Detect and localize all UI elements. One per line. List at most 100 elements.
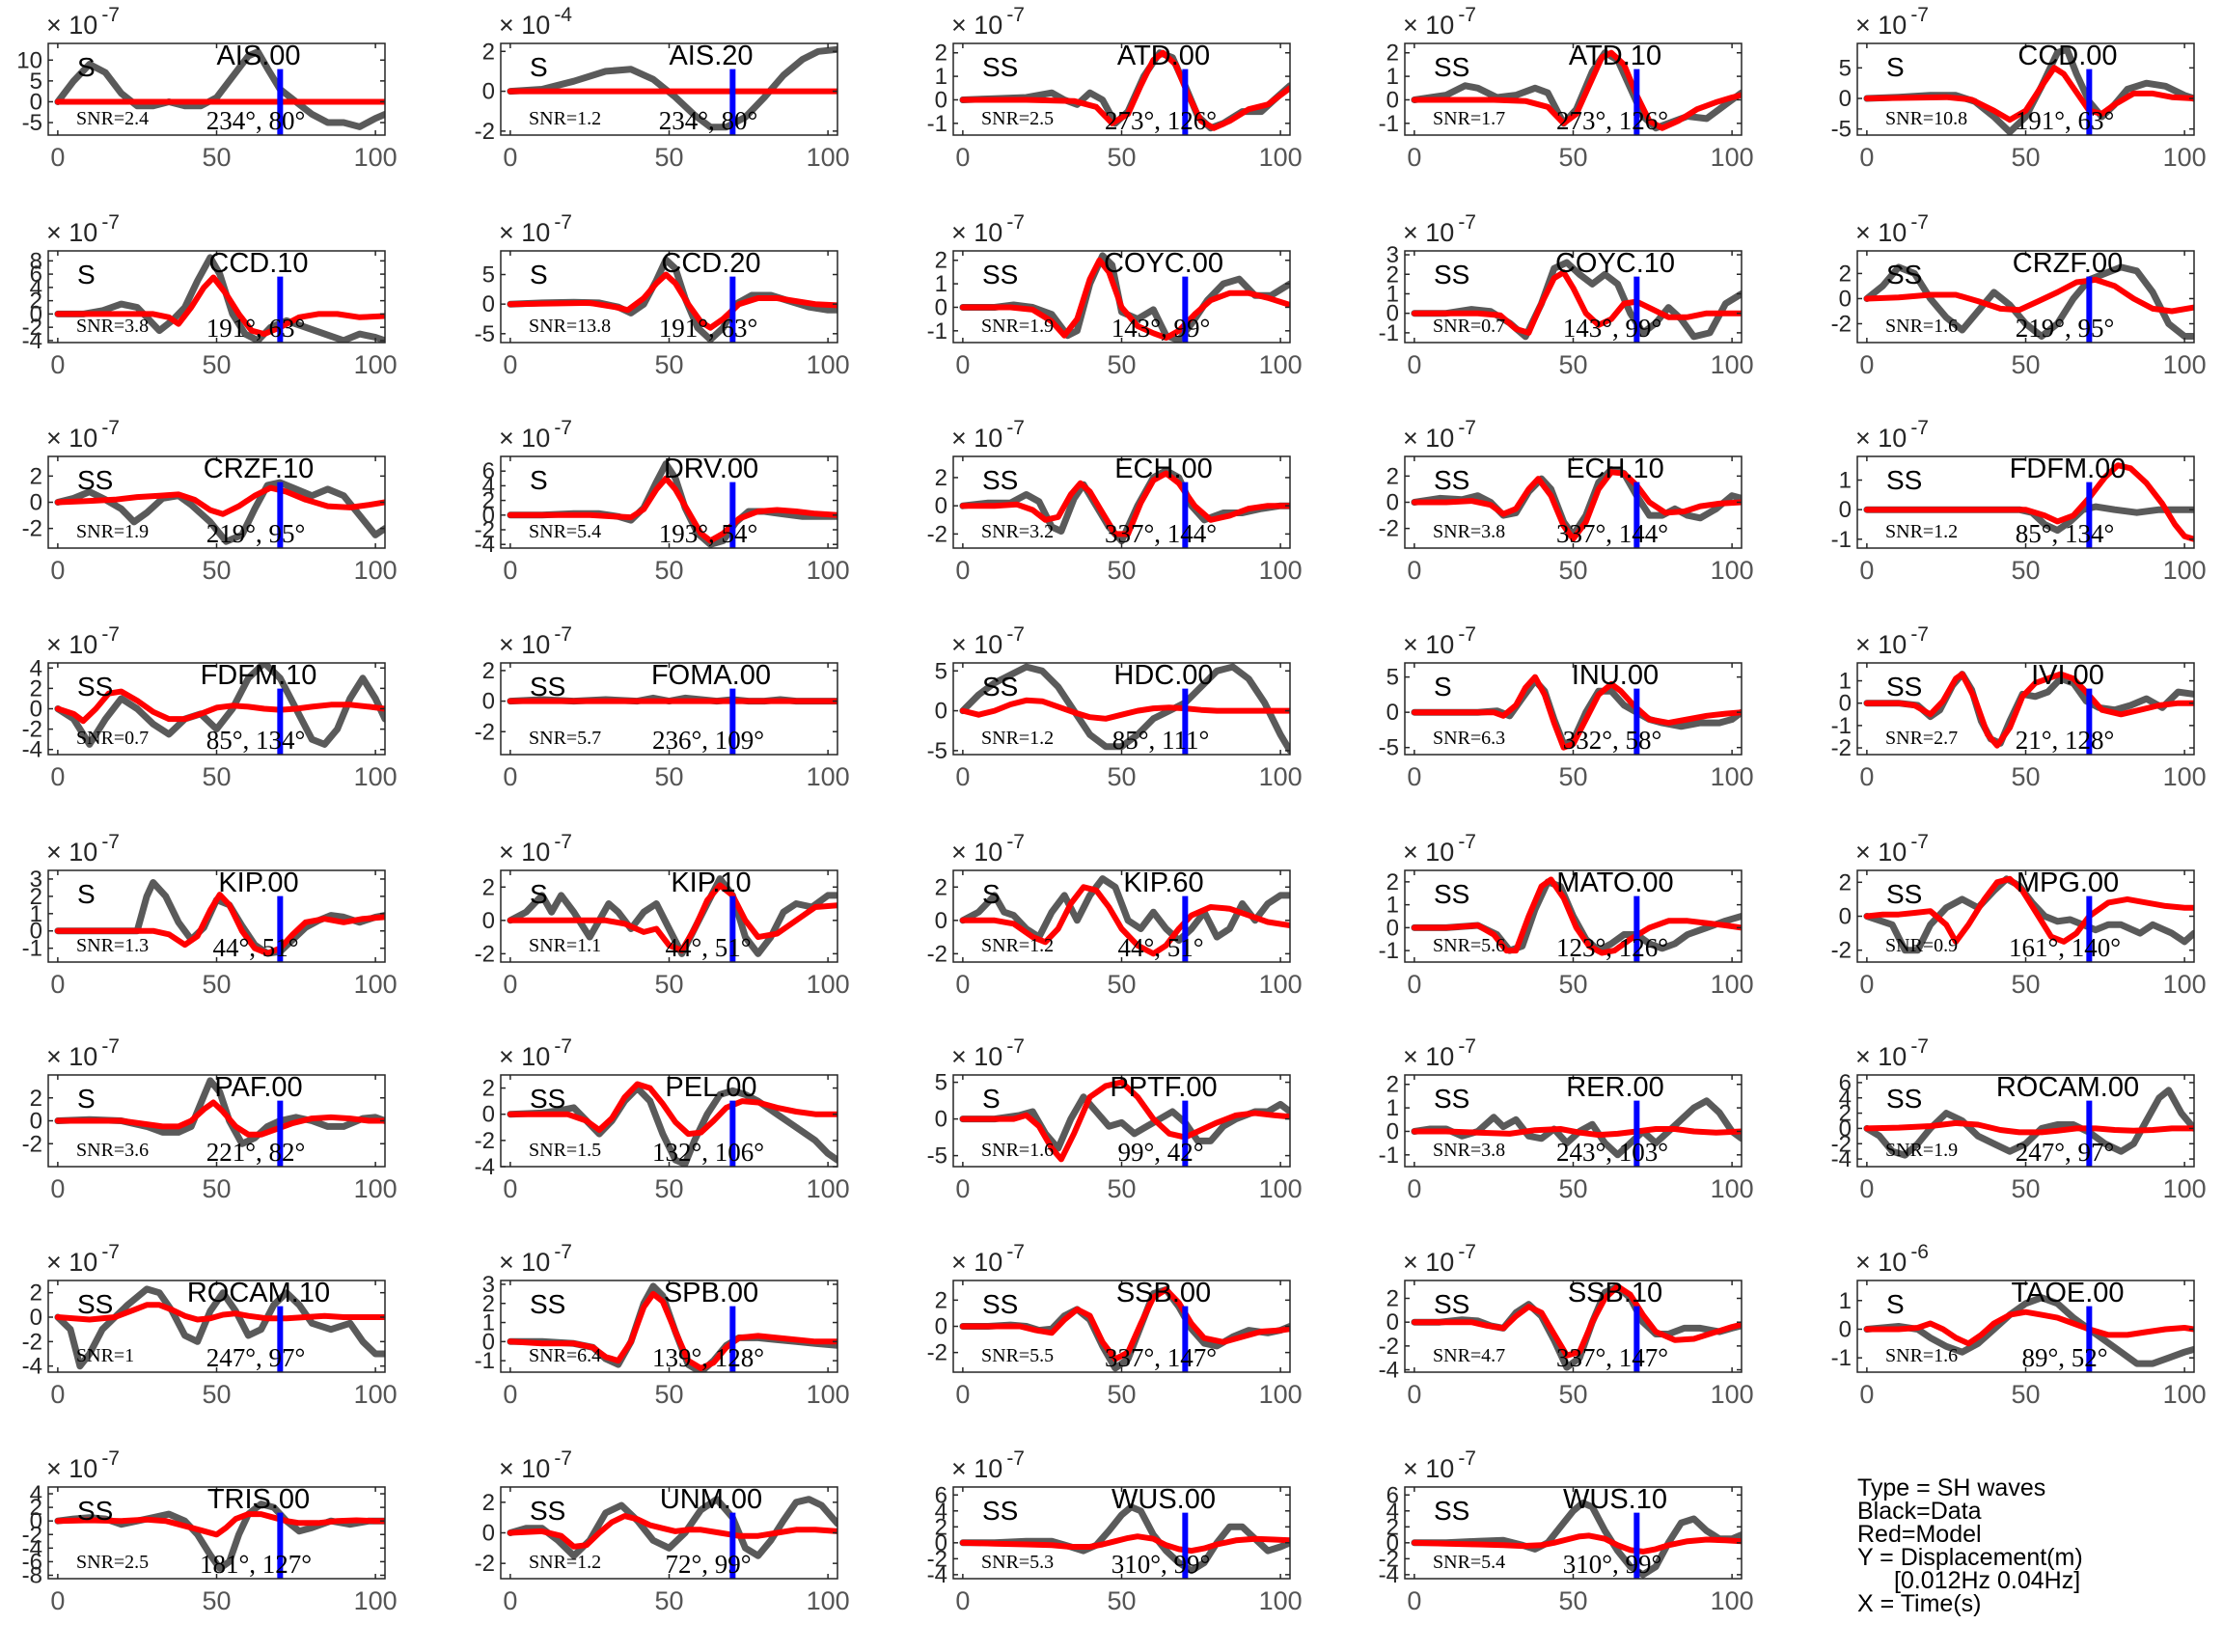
y-exponent-label: × 10 -7 (46, 4, 120, 40)
y-tick-label: 0 (1839, 691, 1852, 717)
y-tick-label: -4 (1379, 1562, 1399, 1588)
y-exponent-label: × 10 -7 (46, 1447, 120, 1483)
station-label: FOMA.00 (651, 660, 771, 691)
waveform-panel-hdc-00: 0 50 100 -5 0 5× 10 -7 SS HDC.00 SNR=1.2 85°, 111° (927, 623, 1303, 791)
y-tick-label: 4 (30, 275, 42, 301)
phase-label: SS (982, 465, 1018, 495)
waveform-panel-ccd-00: 0 50 100 -5 0 5× 10 -7 S CCD.00 SNR=10.8 191°, 63° (1831, 4, 2207, 172)
station-label: SSB.10 (1568, 1278, 1662, 1308)
x-tick-label: 100 (354, 143, 398, 172)
exponent-base: × 10 (951, 424, 1002, 453)
y-tick-label: 1 (1386, 64, 1399, 90)
y-tick-label: 4 (30, 655, 42, 681)
exponent-base: × 10 (951, 1248, 1002, 1277)
legend-band-line: [0.012Hz 0.04Hz] (1894, 1567, 2081, 1594)
y-tick-label: -5 (22, 110, 42, 136)
y-tick-label: 0 (482, 1521, 495, 1547)
phase-label: SS (1434, 260, 1469, 289)
x-tick-label: 50 (202, 350, 231, 379)
azimuth-takeoff-label: 337°, 147° (1105, 1343, 1217, 1372)
snr-label: SNR=3.8 (1433, 1140, 1505, 1161)
exponent-power: -7 (554, 1241, 572, 1263)
y-tick-label: -2 (927, 941, 947, 967)
x-tick-label: 100 (1259, 1586, 1303, 1615)
data-trace (1863, 875, 2194, 954)
phase-label: SS (77, 672, 113, 702)
waveform-panel-kip-60: 0 50 100 -2 0 2× 10 -7 S KIP.60 SNR=1.2 44°, 51° (927, 831, 1303, 999)
y-tick-label: 0 (1386, 915, 1399, 941)
phase-label: SS (982, 1496, 1018, 1526)
x-tick-label: 100 (807, 350, 850, 379)
x-tick-label: 100 (807, 762, 850, 791)
y-exponent-label: × 10 -7 (46, 831, 120, 867)
x-tick-label: 100 (354, 556, 398, 585)
azimuth-takeoff-label: 89°, 52° (2021, 1343, 2107, 1372)
x-tick-label: 100 (354, 1586, 398, 1615)
y-exponent-label: × 10 -7 (951, 623, 1025, 659)
snr-label: SNR=5.6 (1433, 935, 1505, 956)
y-tick-label: 2 (482, 1490, 495, 1516)
snr-label: SNR=1.2 (981, 935, 1054, 956)
y-tick-label: -1 (22, 936, 42, 962)
y-tick-label: 2 (30, 463, 42, 489)
y-tick-label: 6 (482, 458, 495, 484)
exponent-power: -7 (101, 1035, 120, 1058)
y-exponent-label: × 10 -7 (1855, 1035, 1929, 1071)
exponent-power: -7 (1006, 831, 1025, 853)
station-label: PPTF.00 (1110, 1072, 1217, 1103)
y-tick-label: 0 (30, 1508, 42, 1534)
legend-red-line: Red=Model (1857, 1521, 1982, 1548)
y-tick-label: -5 (927, 1143, 947, 1170)
y-tick-label: -2 (1379, 1334, 1399, 1360)
exponent-power: -7 (1458, 211, 1476, 234)
exponent-power: -7 (1458, 4, 1476, 26)
station-label: ATD.00 (1117, 41, 1210, 71)
x-tick-label: 100 (2163, 762, 2207, 791)
phase-label: SS (1886, 879, 1922, 909)
y-tick-label: -6 (22, 1549, 42, 1575)
station-label: UNM.00 (660, 1484, 762, 1515)
waveform-panel-ais-20: 0 50 100 -2 0 2× 10 -4 S AIS.20 SNR=1.2 234°, 80° (475, 4, 850, 172)
x-tick-label: 50 (2011, 970, 2040, 999)
y-tick-label: -1 (927, 318, 947, 344)
y-tick-label: -4 (22, 1354, 42, 1380)
azimuth-takeoff-label: 234°, 80° (206, 106, 306, 135)
data-trace (1863, 1294, 2194, 1367)
y-tick-label: 0 (1386, 700, 1399, 726)
y-tick-label: 2 (482, 658, 495, 684)
y-tick-label: 0 (482, 1329, 495, 1355)
azimuth-takeoff-label: 310°, 99° (1112, 1550, 1211, 1579)
y-tick-label: 5 (482, 262, 495, 289)
x-tick-label: 50 (1558, 970, 1587, 999)
phase-label: SS (530, 1496, 565, 1526)
azimuth-takeoff-label: 132°, 106° (652, 1138, 764, 1167)
waveform-panel-fdfm-00: 0 50 100 -1 0 1× 10 -7 SS FDFM.00 SNR=1.2 85°, 134… (1831, 417, 2207, 585)
model-trace (54, 1511, 385, 1538)
y-tick-label: 3 (482, 1272, 495, 1298)
exponent-base: × 10 (499, 1042, 550, 1071)
x-tick-label: 100 (1259, 762, 1303, 791)
y-tick-label: 0 (1839, 497, 1852, 523)
y-tick-label: 6 (30, 262, 42, 288)
station-label: KIP.00 (218, 867, 298, 898)
y-tick-label: -2 (1379, 1546, 1399, 1572)
station-label: TRIS.00 (207, 1484, 310, 1515)
station-label: WUS.00 (1112, 1484, 1216, 1515)
phase-label: SS (1886, 672, 1922, 702)
model-trace (1863, 671, 2194, 749)
y-exponent-label: × 10 -7 (499, 1241, 572, 1277)
model-trace (54, 892, 385, 956)
phase-label: S (530, 260, 548, 289)
exponent-base: × 10 (951, 1042, 1002, 1071)
x-tick-label: 0 (1407, 1174, 1421, 1203)
exponent-power: -7 (1006, 1241, 1025, 1263)
x-tick-label: 50 (1558, 350, 1587, 379)
y-exponent-label: × 10 -6 (1855, 1241, 1929, 1277)
y-exponent-label: × 10 -7 (1855, 623, 1929, 659)
y-tick-label: 2 (30, 1280, 42, 1307)
y-tick-label: 2 (935, 874, 947, 900)
